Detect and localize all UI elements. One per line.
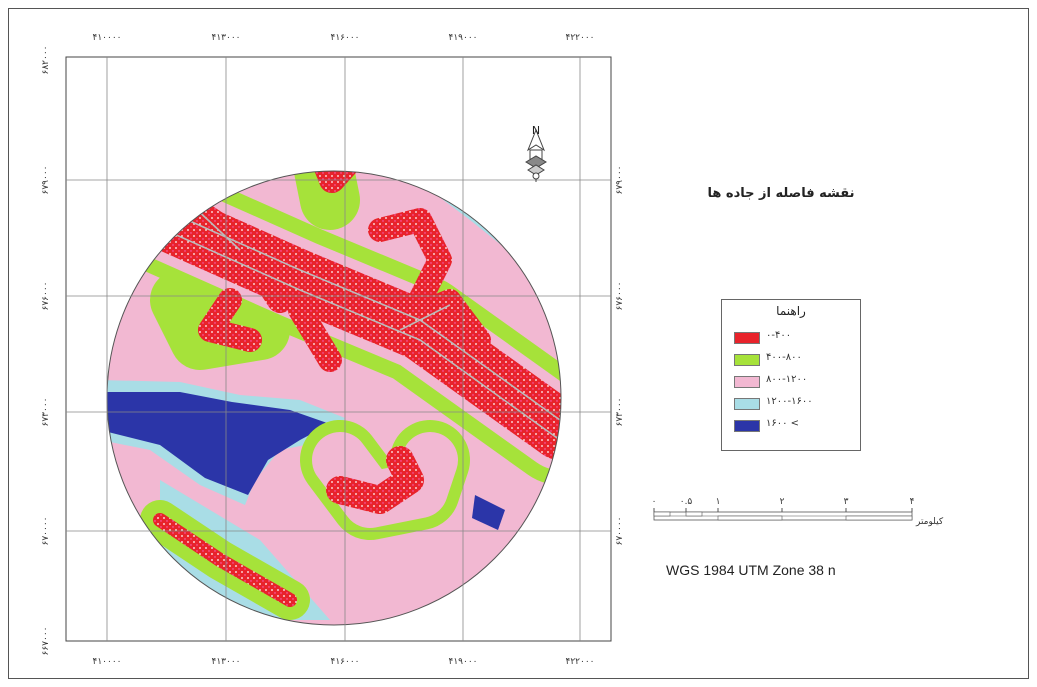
scale-tick-label: ۰.۵ xyxy=(680,497,693,507)
y-tick-labels-right: ۶۷۹۰۰۰ ۶۷۶۰۰۰ ۶۷۳۰۰۰ ۶۷۰۰۰۰ xyxy=(615,165,625,545)
y-tick-label: ۶۷۳۰۰۰ xyxy=(41,397,51,426)
legend-swatch xyxy=(734,420,760,432)
y-tick-label: ۶۷۳۰۰۰ xyxy=(615,397,625,426)
scale-tick-label: ۴ xyxy=(910,497,915,507)
y-tick-label: ۶۷۶۰۰۰ xyxy=(41,281,51,310)
legend: راهنما ۰-۴۰۰ ۴۰۰-۸۰۰ ۸۰۰-۱۲۰۰ ۱۲۰۰-۱۶۰۰ … xyxy=(721,299,861,451)
scale-tick-label: ۳ xyxy=(844,497,849,507)
x-tick-label: ۴۱۹۰۰۰ xyxy=(448,657,477,667)
legend-swatch xyxy=(734,398,760,410)
y-tick-labels-left: ۶۸۲۰۰۰ ۶۷۹۰۰۰ ۶۷۶۰۰۰ ۶۷۳۰۰۰ ۶۷۰۰۰۰ ۶۶۷۰۰۰ xyxy=(41,45,51,655)
legend-label: ۰-۴۰۰ xyxy=(766,330,792,341)
x-tick-labels-bottom: ۴۱۰۰۰۰ ۴۱۳۰۰۰ ۴۱۶۰۰۰ ۴۱۹۰۰۰ ۴۲۲۰۰۰ xyxy=(92,657,594,667)
legend-label: ۴۰۰-۸۰۰ xyxy=(766,352,802,363)
projection-label: WGS 1984 UTM Zone 38 n xyxy=(666,562,836,578)
x-tick-label: ۴۱۰۰۰۰ xyxy=(92,657,121,667)
north-arrow-icon xyxy=(525,128,547,182)
legend-item: ۸۰۰-۱۲۰۰ xyxy=(734,374,858,390)
legend-item: ۱۲۰۰-۱۶۰۰ xyxy=(734,396,858,412)
x-tick-label: ۴۱۳۰۰۰ xyxy=(211,33,240,43)
legend-swatch xyxy=(734,332,760,344)
legend-title: راهنما xyxy=(776,304,806,318)
zone-very-far-southeast xyxy=(472,495,505,530)
map-title: نقشه فاصله از جاده ها xyxy=(707,186,855,201)
x-tick-labels-top: ۴۱۰۰۰۰ ۴۱۳۰۰۰ ۴۱۶۰۰۰ ۴۱۹۰۰۰ ۴۲۲۰۰۰ xyxy=(92,33,594,43)
legend-item: ۰-۴۰۰ xyxy=(734,330,858,346)
scale-tick-label: ۲ xyxy=(780,497,785,507)
legend-label: ۱۲۰۰-۱۶۰۰ xyxy=(766,396,813,407)
y-tick-label: ۶۷۹۰۰۰ xyxy=(41,165,51,194)
legend-label: ۸۰۰-۱۲۰۰ xyxy=(766,374,808,385)
legend-item: ۱۶۰۰ < xyxy=(734,418,858,434)
zone-red-roads xyxy=(107,171,561,607)
legend-item: ۴۰۰-۸۰۰ xyxy=(734,352,858,368)
legend-swatch xyxy=(734,376,760,388)
study-area xyxy=(107,171,561,625)
legend-swatch xyxy=(734,354,760,366)
y-tick-label: ۶۷۶۰۰۰ xyxy=(615,281,625,310)
y-tick-label: ۶۷۹۰۰۰ xyxy=(615,165,625,194)
zone-very-far-northeast xyxy=(500,190,525,225)
x-tick-label: ۴۱۶۰۰۰ xyxy=(330,33,359,43)
x-tick-label: ۴۱۹۰۰۰ xyxy=(448,33,477,43)
x-tick-label: ۴۲۲۰۰۰ xyxy=(565,33,594,43)
coordinate-grid xyxy=(66,57,611,641)
y-tick-label: ۶۸۲۰۰۰ xyxy=(41,45,51,74)
y-tick-label: ۶۶۷۰۰۰ xyxy=(41,626,51,655)
x-tick-label: ۴۱۰۰۰۰ xyxy=(92,33,121,43)
y-tick-label: ۶۷۰۰۰۰ xyxy=(41,516,51,545)
legend-label: ۱۶۰۰ < xyxy=(766,418,800,429)
scale-tick-label: ۰ xyxy=(652,497,657,507)
y-tick-label: ۶۷۰۰۰۰ xyxy=(615,516,625,545)
x-tick-label: ۴۱۳۰۰۰ xyxy=(211,657,240,667)
scale-unit: کیلومتر xyxy=(915,517,944,527)
scale-tick-label: ۱ xyxy=(716,497,721,507)
zone-very-far-west xyxy=(107,392,330,495)
scale-bar: ۰ ۰.۵ ۱ ۲ ۳ ۴ کیلومتر xyxy=(652,497,944,527)
x-tick-label: ۴۲۲۰۰۰ xyxy=(565,657,594,667)
map-neatline xyxy=(65,56,612,642)
x-tick-label: ۴۱۶۰۰۰ xyxy=(330,657,359,667)
north-label: N xyxy=(532,124,540,137)
